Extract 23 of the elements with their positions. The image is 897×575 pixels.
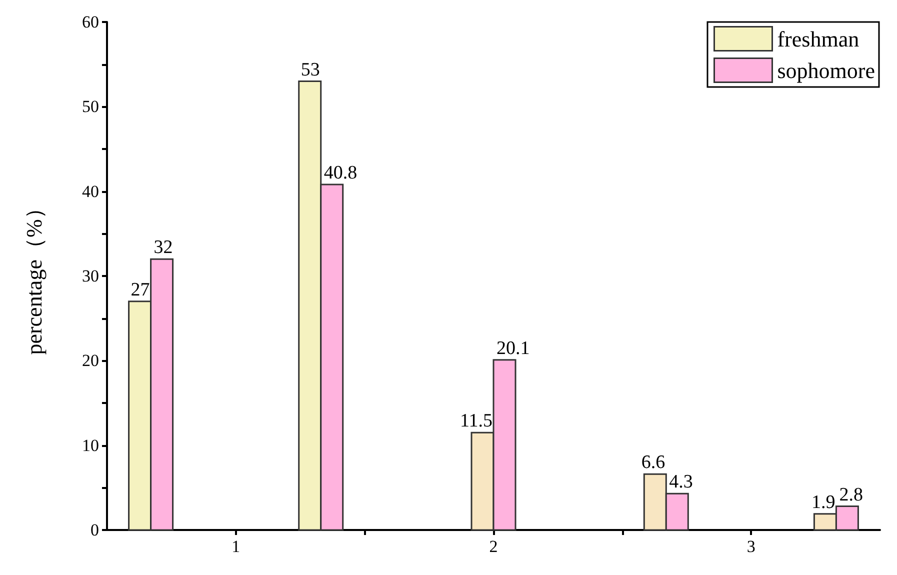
y-tick-label: 0 xyxy=(90,520,99,540)
y-tick-label: 50 xyxy=(82,97,99,116)
data-label: 32 xyxy=(154,237,173,258)
y-tick-label: 10 xyxy=(82,436,99,455)
x-tick-label: 2 xyxy=(489,537,498,556)
x-tick-label: 1 xyxy=(232,537,240,556)
legend-label: sophomore xyxy=(777,58,875,83)
y-tick-label: 20 xyxy=(82,351,99,370)
data-label: 27 xyxy=(130,279,150,300)
data-label: 2.8 xyxy=(839,484,863,506)
y-tick-label: 40 xyxy=(82,182,99,201)
data-label: 11.5 xyxy=(460,410,492,432)
y-axis-title: percentage（%） xyxy=(22,197,46,355)
y-tick-label: 30 xyxy=(82,266,99,286)
legend-label: freshman xyxy=(777,26,860,52)
data-label: 1.9 xyxy=(811,492,836,513)
data-label: 20.1 xyxy=(496,338,530,359)
y-tick-label: 60 xyxy=(82,12,99,32)
data-label: 40.8 xyxy=(324,162,358,184)
data-label: 53 xyxy=(300,59,320,80)
data-label: 4.3 xyxy=(669,472,693,493)
data-label: 6.6 xyxy=(641,452,666,474)
x-tick-label: 3 xyxy=(746,537,756,556)
